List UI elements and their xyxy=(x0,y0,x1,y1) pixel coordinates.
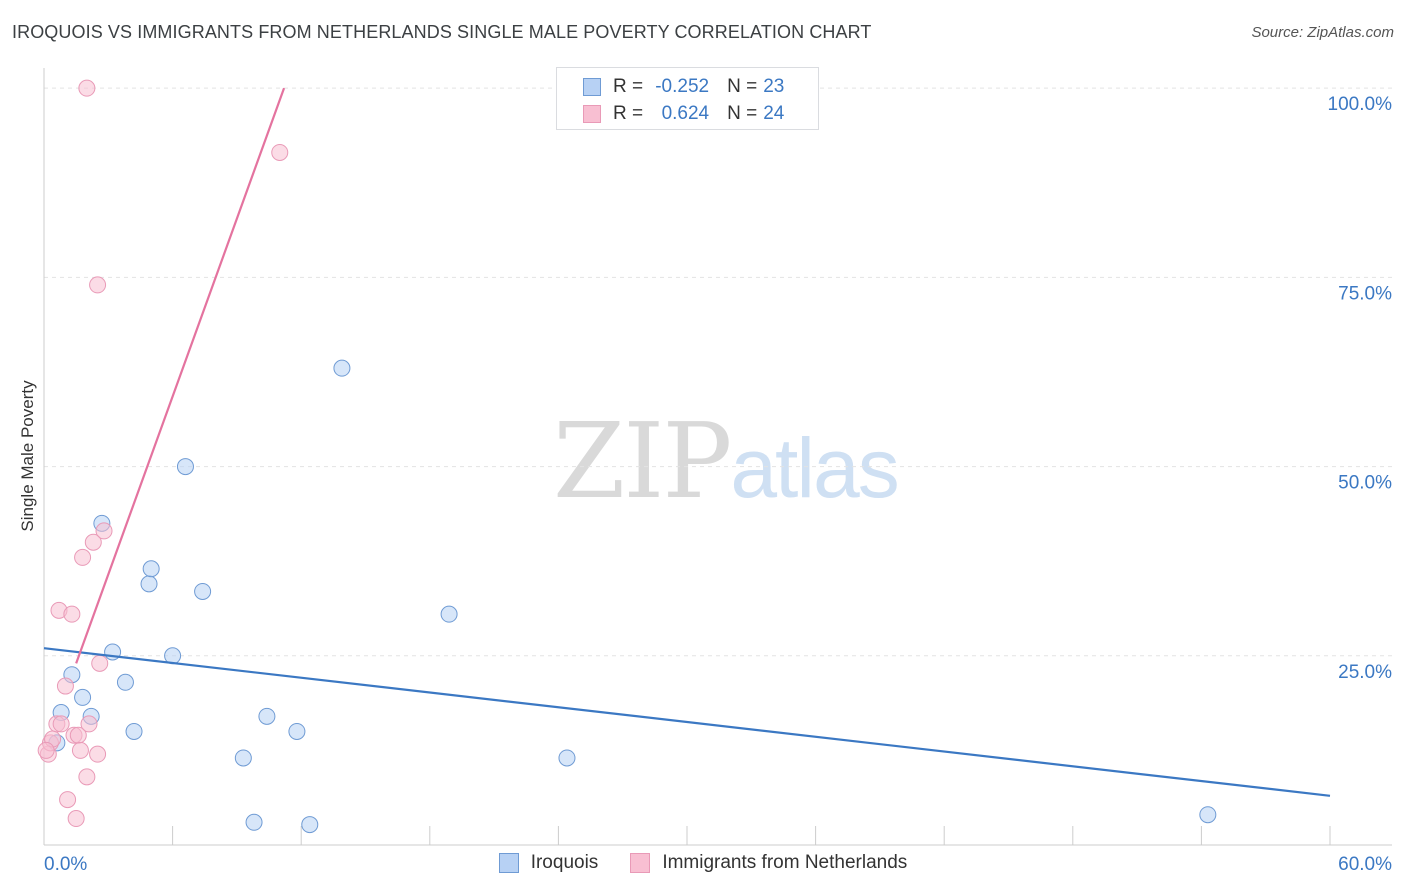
legend-n-label: N = xyxy=(727,76,758,97)
y-tick-label: 75.0% xyxy=(1338,283,1392,304)
y-tick-label: 25.0% xyxy=(1338,662,1392,683)
iroquois-point xyxy=(333,359,351,377)
iroquois-point xyxy=(116,673,134,691)
netherlands-point xyxy=(71,741,89,759)
legend-swatch-pink xyxy=(583,105,601,123)
x-tick-label: 60.0% xyxy=(1338,854,1392,875)
iroquois-point xyxy=(142,560,160,578)
legend-swatch-blue xyxy=(583,78,601,96)
iroquois-point xyxy=(301,816,319,834)
legend-n-label: N = xyxy=(727,103,758,124)
legend-label-iroquois: Iroquois xyxy=(530,852,599,873)
legend-r-value: 0.624 xyxy=(661,103,710,124)
iroquois-point xyxy=(1199,806,1217,824)
x-tick-label: 0.0% xyxy=(44,854,87,875)
legend-row-iroquois: R = -0.252 N = 23 xyxy=(557,75,784,99)
legend-r-value: -0.252 xyxy=(655,76,710,97)
source-credit: Source: ZipAtlas.com xyxy=(1251,24,1394,41)
netherlands-point xyxy=(59,791,77,809)
y-axis-label: Single Male Poverty xyxy=(18,380,37,532)
legend-item-iroquois[interactable]: Iroquois xyxy=(498,852,599,874)
netherlands-point xyxy=(95,522,113,540)
iroquois-point xyxy=(440,605,458,623)
iroquois-point xyxy=(288,722,306,740)
legend-item-netherlands[interactable]: Immigrants from Netherlands xyxy=(630,852,907,874)
netherlands-point xyxy=(56,677,74,695)
legend-n-value: 23 xyxy=(763,76,785,97)
netherlands-point xyxy=(78,79,96,97)
watermark-atlas: atlas xyxy=(730,421,899,515)
iroquois-point xyxy=(234,749,252,767)
netherlands-point xyxy=(89,276,107,294)
watermark: ZIPatlas xyxy=(553,400,900,522)
legend-r-label: R = xyxy=(613,76,644,97)
series-legend: Iroquois Immigrants from Netherlands xyxy=(0,852,1406,874)
correlation-legend: R = -0.252 N = 23 R = 0.624 N = 24 xyxy=(556,67,819,130)
netherlands-point xyxy=(74,548,92,566)
iroquois-point xyxy=(245,813,263,831)
netherlands-point xyxy=(271,143,289,161)
netherlands-point xyxy=(84,533,102,551)
legend-n-value: 24 xyxy=(763,103,785,124)
y-tick-label: 50.0% xyxy=(1338,473,1392,494)
iroquois-point xyxy=(140,575,158,593)
netherlands-point xyxy=(52,715,70,733)
legend-r-label: R = xyxy=(613,103,644,124)
netherlands-point xyxy=(91,654,109,672)
netherlands-point xyxy=(78,768,96,786)
iroquois-point xyxy=(74,688,92,706)
legend-row-netherlands: R = 0.624 N = 24 xyxy=(557,102,784,126)
iroquois-point xyxy=(176,458,194,476)
legend-swatch-blue xyxy=(498,853,519,873)
netherlands-trendline xyxy=(75,87,286,664)
iroquois-point xyxy=(194,582,212,600)
netherlands-point xyxy=(67,810,85,828)
chart-title: IROQUOIS VS IMMIGRANTS FROM NETHERLANDS … xyxy=(12,22,872,42)
iroquois-point xyxy=(125,722,143,740)
iroquois-trendline xyxy=(43,647,1331,797)
netherlands-point xyxy=(63,605,81,623)
legend-label-netherlands: Immigrants from Netherlands xyxy=(662,852,908,873)
netherlands-point xyxy=(80,715,98,733)
netherlands-point xyxy=(37,741,55,759)
legend-swatch-pink xyxy=(630,853,651,873)
netherlands-point xyxy=(89,745,107,763)
iroquois-point xyxy=(558,749,576,767)
y-tick-label: 100.0% xyxy=(1328,94,1393,115)
watermark-zip: ZIP xyxy=(553,400,732,522)
iroquois-point xyxy=(258,707,276,725)
